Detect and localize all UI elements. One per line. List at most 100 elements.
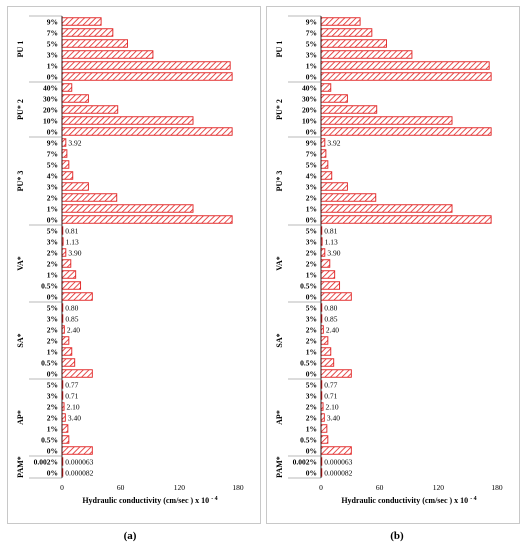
category-label: 3%	[47, 238, 58, 247]
category-label: 0%	[47, 73, 58, 82]
group-label: AP*	[16, 410, 25, 425]
category-label: 4%	[306, 172, 317, 181]
x-axis-label: Hydraulic conductivity (cm/sec ) x 10- 4	[82, 496, 217, 505]
data-label: 0.85	[65, 315, 78, 324]
category-label: 5%	[306, 227, 317, 236]
bar-4-4	[320, 347, 332, 356]
category-label: 40%	[302, 84, 317, 93]
category-label: 20%	[302, 106, 317, 115]
data-label: 3.92	[327, 139, 340, 148]
category-label: 5%	[47, 227, 58, 236]
group-label: AP*	[275, 410, 284, 425]
panel-b-frame	[266, 6, 520, 524]
data-label: 0.77	[324, 381, 337, 390]
category-label: 2%	[47, 260, 58, 269]
category-label: 5%	[306, 304, 317, 313]
category-label: 0%	[306, 293, 317, 302]
data-label: 1.13	[325, 238, 338, 247]
category-label: 10%	[43, 117, 58, 126]
category-label: 0.5%	[41, 359, 58, 368]
data-label: 0.71	[65, 392, 78, 401]
category-label: 1%	[47, 425, 58, 434]
category-label: 2%	[47, 414, 58, 423]
bar-5-4	[320, 424, 328, 433]
category-label: 2%	[47, 403, 58, 412]
category-label: 5%	[306, 40, 317, 49]
data-label: 2.40	[326, 326, 339, 335]
x-tick-label: 180	[491, 483, 503, 492]
category-label: 20%	[43, 106, 58, 115]
bar-4-5	[320, 358, 335, 367]
category-label: 1%	[306, 348, 317, 357]
category-label: 9%	[47, 139, 58, 148]
category-label: 3%	[47, 183, 58, 192]
data-label: 0.81	[65, 227, 78, 236]
group-label: PU* 2	[275, 99, 284, 120]
data-label: 3.90	[68, 249, 81, 258]
bar-1-2	[320, 105, 378, 114]
bar-1-1	[320, 94, 348, 103]
category-label: 3%	[306, 51, 317, 60]
bar-0-2	[320, 39, 387, 48]
bar-5-3	[320, 413, 325, 422]
category-label: 0%	[47, 447, 58, 456]
bar-0-5	[320, 72, 492, 81]
category-label: 0.5%	[300, 282, 317, 291]
data-label: 1.13	[66, 238, 79, 247]
category-label: 1%	[47, 271, 58, 280]
bar-1-4	[320, 127, 492, 136]
bar-2-4	[320, 182, 348, 191]
group-label: PU 1	[16, 41, 25, 58]
bar-0-0	[320, 17, 361, 26]
category-label: 1%	[306, 271, 317, 280]
panel-a-frame	[7, 6, 261, 524]
bar-3-2	[320, 248, 326, 257]
category-label: 30%	[43, 95, 58, 104]
bar-4-3	[320, 336, 329, 345]
category-label: 3%	[306, 315, 317, 324]
category-label: 7%	[306, 29, 317, 38]
x-tick-label: 60	[376, 483, 384, 492]
category-label: 0%	[306, 469, 317, 478]
data-label: 0.80	[65, 304, 78, 313]
category-label: 3%	[306, 183, 317, 192]
category-label: 0%	[306, 447, 317, 456]
data-label: 2.40	[67, 326, 80, 335]
panel-b-letter: (b)	[390, 530, 404, 542]
category-label: 3%	[47, 51, 58, 60]
category-label: 40%	[43, 84, 58, 93]
category-label: 30%	[302, 95, 317, 104]
bar-3-3	[320, 259, 331, 268]
data-label: 0.80	[324, 304, 337, 313]
category-label: 3%	[47, 315, 58, 324]
group-label: PU* 3	[275, 171, 284, 192]
bar-0-1	[320, 28, 373, 37]
category-label: 9%	[306, 18, 317, 27]
category-label: 0%	[306, 73, 317, 82]
data-label: 0.85	[324, 315, 337, 324]
category-label: 5%	[47, 381, 58, 390]
category-label: 7%	[47, 29, 58, 38]
group-label: PAM*	[275, 456, 284, 478]
category-label: 0.002%	[34, 458, 58, 467]
bar-3-4	[320, 270, 336, 279]
group-label: VA*	[16, 256, 25, 271]
bar-3-6	[320, 292, 352, 301]
bar-2-3	[320, 171, 333, 180]
data-label: 3.40	[327, 414, 340, 423]
data-label: 2.10	[67, 403, 80, 412]
category-label: 5%	[306, 161, 317, 170]
bar-2-6	[320, 204, 453, 213]
bar-1-3	[320, 116, 453, 125]
bar-0-3	[320, 50, 413, 59]
group-label: PU* 3	[16, 171, 25, 192]
category-label: 10%	[302, 117, 317, 126]
category-label: 0.5%	[41, 436, 58, 445]
bar-2-1	[320, 149, 327, 158]
bar-5-5	[320, 435, 329, 444]
data-label: 3.90	[327, 249, 340, 258]
panel-a-letter: (a)	[123, 530, 137, 542]
category-label: 5%	[47, 161, 58, 170]
group-label: PU 1	[275, 41, 284, 58]
x-tick-label: 0	[319, 483, 323, 492]
